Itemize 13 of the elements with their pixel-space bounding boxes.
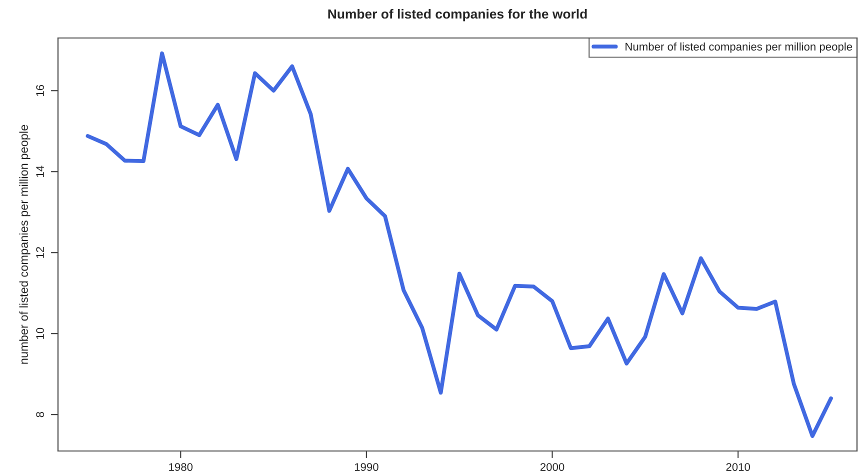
y-tick-label: 16 xyxy=(36,84,44,96)
y-tick-label: 8 xyxy=(36,412,44,418)
y-tick-label: 14 xyxy=(36,166,44,177)
line-series xyxy=(86,51,833,438)
x-tick-label: 2000 xyxy=(540,463,564,471)
x-tick-label: 2010 xyxy=(726,463,750,471)
y-tick-label: 12 xyxy=(36,246,44,258)
x-tick-label: 1980 xyxy=(169,463,193,471)
x-tick-label: 1990 xyxy=(354,463,378,471)
y-tick-label: 10 xyxy=(36,328,44,339)
chart-title: Number of listed companies for the world xyxy=(328,8,587,22)
y-axis-title: number of listed companies per million people xyxy=(19,124,30,364)
legend-label: Number of listed companies per million people xyxy=(626,42,852,53)
